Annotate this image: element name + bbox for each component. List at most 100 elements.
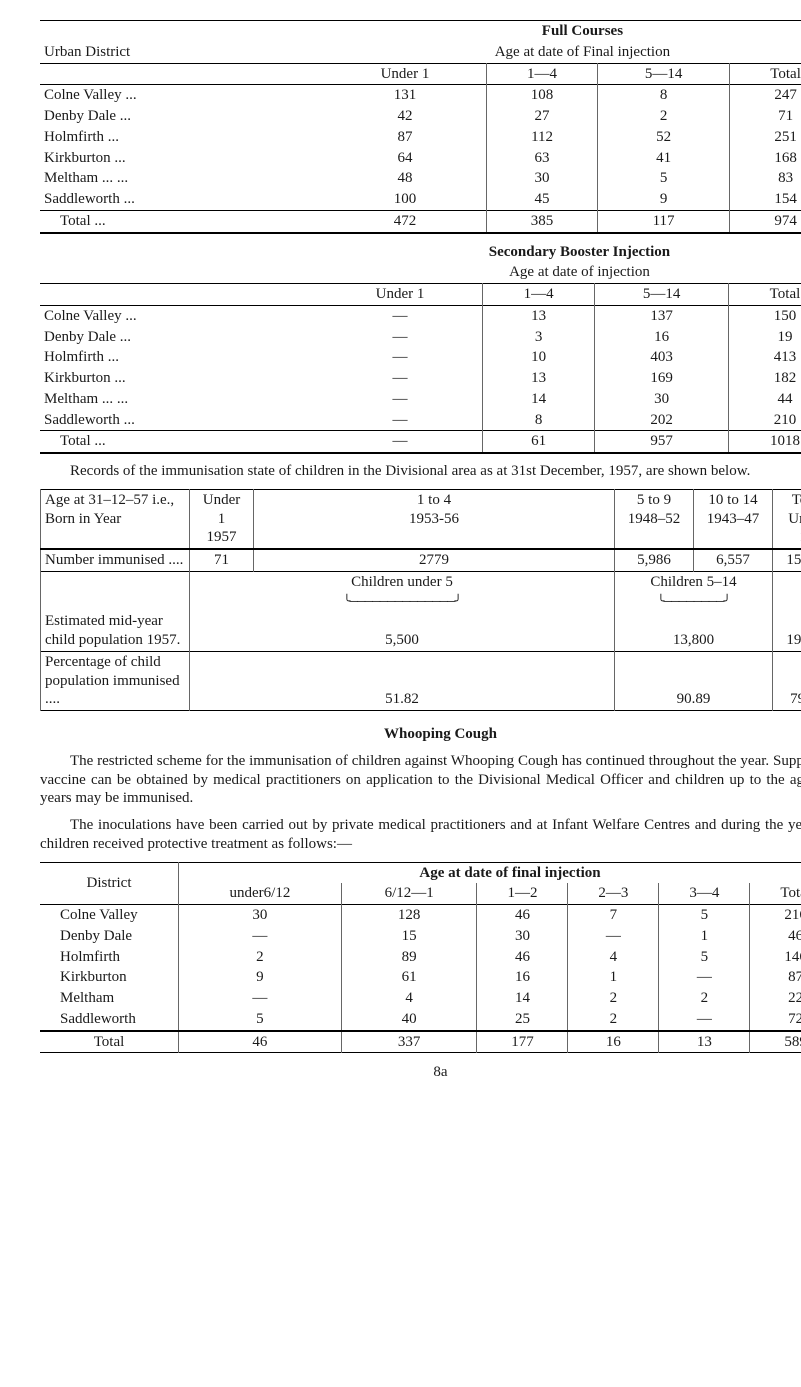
table1-left-title: Urban District (40, 21, 324, 64)
t4-c0: under6/12 (179, 883, 342, 904)
value-cell: 19 (728, 327, 801, 348)
t4-total-4: 13 (659, 1031, 750, 1053)
value-cell: 30 (477, 926, 568, 947)
value-cell: — (568, 926, 659, 947)
value-cell: 2 (568, 988, 659, 1009)
t2-total-label: Total ... (40, 431, 318, 453)
t3-r1-4: 15,393 (773, 549, 801, 571)
t3-r3-label: Percentage of child population immunised… (41, 651, 190, 710)
t3-r2-0: 5,500 (190, 611, 615, 651)
value-cell: 5 (597, 168, 729, 189)
t4-total-5: 589 (750, 1031, 801, 1053)
value-cell: 46 (477, 947, 568, 968)
value-cell: 247 (730, 85, 801, 106)
t4-left-title: District (40, 862, 179, 905)
t3-r1-0: 71 (190, 549, 254, 571)
value-cell: 64 (324, 148, 487, 169)
t3-h5: 10 to 141943–47 (694, 489, 773, 549)
district-cell: Colne Valley ... (40, 305, 318, 326)
value-cell: 137 (595, 305, 729, 326)
district-cell: Meltham ... ... (40, 168, 324, 189)
t3-h4: 5 to 91948–52 (615, 489, 694, 549)
district-cell: Kirkburton (40, 967, 179, 988)
value-cell: 4 (568, 947, 659, 968)
value-cell: — (318, 347, 483, 368)
value-cell: 100 (324, 189, 487, 210)
value-cell: — (659, 1009, 750, 1031)
value-cell: 112 (487, 127, 598, 148)
records-paragraph: Records of the immunisation state of chi… (40, 462, 801, 481)
district-cell: Holmfirth ... (40, 347, 318, 368)
secondary-booster-table: Secondary Booster Injection Age at date … (40, 242, 801, 455)
t3-h6: TotalUnder15 (773, 489, 801, 549)
value-cell: 72 (750, 1009, 801, 1031)
value-cell: — (318, 410, 483, 431)
t3-r3-1: 90.89 (615, 651, 773, 710)
t3-r2-1: 13,800 (615, 611, 773, 651)
whooping-title: Whooping Cough (40, 725, 801, 744)
value-cell: 169 (595, 368, 729, 389)
t1-total-2: 117 (597, 210, 729, 232)
value-cell: 14 (477, 988, 568, 1009)
value-cell: 8 (597, 85, 729, 106)
district-cell: Denby Dale (40, 926, 179, 947)
district-cell: Saddleworth (40, 1009, 179, 1031)
district-cell: Saddleworth ... (40, 189, 324, 210)
value-cell: 63 (487, 148, 598, 169)
value-cell: — (318, 305, 483, 326)
value-cell: 2 (179, 947, 342, 968)
value-cell: 403 (595, 347, 729, 368)
col-under1: Under 1 (324, 63, 487, 85)
t2-total-1: 61 (483, 431, 595, 453)
value-cell: 5 (659, 905, 750, 926)
value-cell: 44 (728, 389, 801, 410)
value-cell: 16 (595, 327, 729, 348)
value-cell: 9 (179, 967, 342, 988)
immunisation-state-table: Age at 31–12–57 i.e., Born in Year Under… (40, 489, 801, 711)
t2-total-0: — (318, 431, 483, 453)
value-cell: 15 (341, 926, 477, 947)
value-cell: 48 (324, 168, 487, 189)
value-cell: — (318, 368, 483, 389)
value-cell: 154 (730, 189, 801, 210)
value-cell: 46 (750, 926, 801, 947)
table1-title2: Age at date of Final injection (324, 42, 801, 63)
children-under-5-header: Children under 5 ╰──────────────╯ (190, 571, 615, 611)
t4-total-0: 46 (179, 1031, 342, 1053)
whooping-p1: The restricted scheme for the immunisati… (40, 752, 801, 808)
t3-r3-0: 51.82 (190, 651, 615, 710)
value-cell: — (179, 926, 342, 947)
t1-total-3: 974 (730, 210, 801, 232)
value-cell: 83 (730, 168, 801, 189)
t4-c5: Total (750, 883, 801, 904)
t3-r3-2: 79.76 (773, 651, 801, 710)
whooping-table: District Age at date of final injection … (40, 862, 801, 1054)
district-cell: Colne Valley (40, 905, 179, 926)
value-cell: 7 (568, 905, 659, 926)
children-5-14-header: Children 5–14 ╰────────╯ (615, 571, 773, 611)
value-cell: 2 (568, 1009, 659, 1031)
t3-h2: Under11957 (190, 489, 254, 549)
col-5-14: 5—14 (597, 63, 729, 85)
t1-total-1: 385 (487, 210, 598, 232)
value-cell: 10 (483, 347, 595, 368)
t2-col1: 1—4 (483, 284, 595, 306)
value-cell: 40 (341, 1009, 477, 1031)
value-cell: 25 (477, 1009, 568, 1031)
col-1-4: 1—4 (487, 63, 598, 85)
value-cell: 13 (483, 305, 595, 326)
value-cell: 16 (477, 967, 568, 988)
value-cell: 168 (730, 148, 801, 169)
page-number: 8a (40, 1063, 801, 1082)
table1-title1: Full Courses (324, 21, 801, 42)
value-cell: 146 (750, 947, 801, 968)
t4-c4: 3—4 (659, 883, 750, 904)
t3-r2-label: Estimated mid-year child population 1957… (41, 611, 190, 651)
district-cell: Meltham ... ... (40, 389, 318, 410)
t2-col3: Total (728, 284, 801, 306)
col-total: Total (730, 63, 801, 85)
whooping-p2: The inoculations have been carried out b… (40, 816, 801, 854)
t4-total-label: Total (40, 1031, 179, 1053)
value-cell: 14 (483, 389, 595, 410)
brace-right: ╰────────╯ (657, 594, 729, 608)
